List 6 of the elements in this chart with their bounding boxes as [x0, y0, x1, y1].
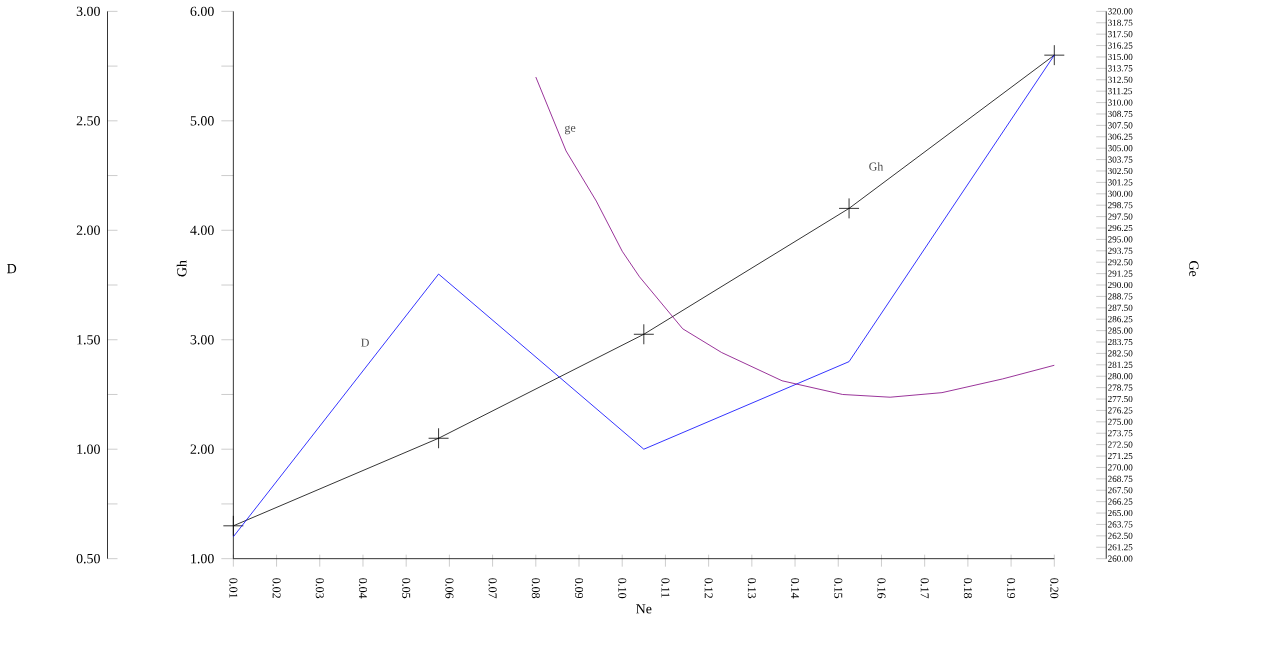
point [1043, 44, 1065, 66]
point [633, 323, 655, 345]
line-series [535, 76, 1055, 398]
point [838, 197, 860, 219]
point [428, 427, 449, 449]
point [222, 515, 244, 536]
